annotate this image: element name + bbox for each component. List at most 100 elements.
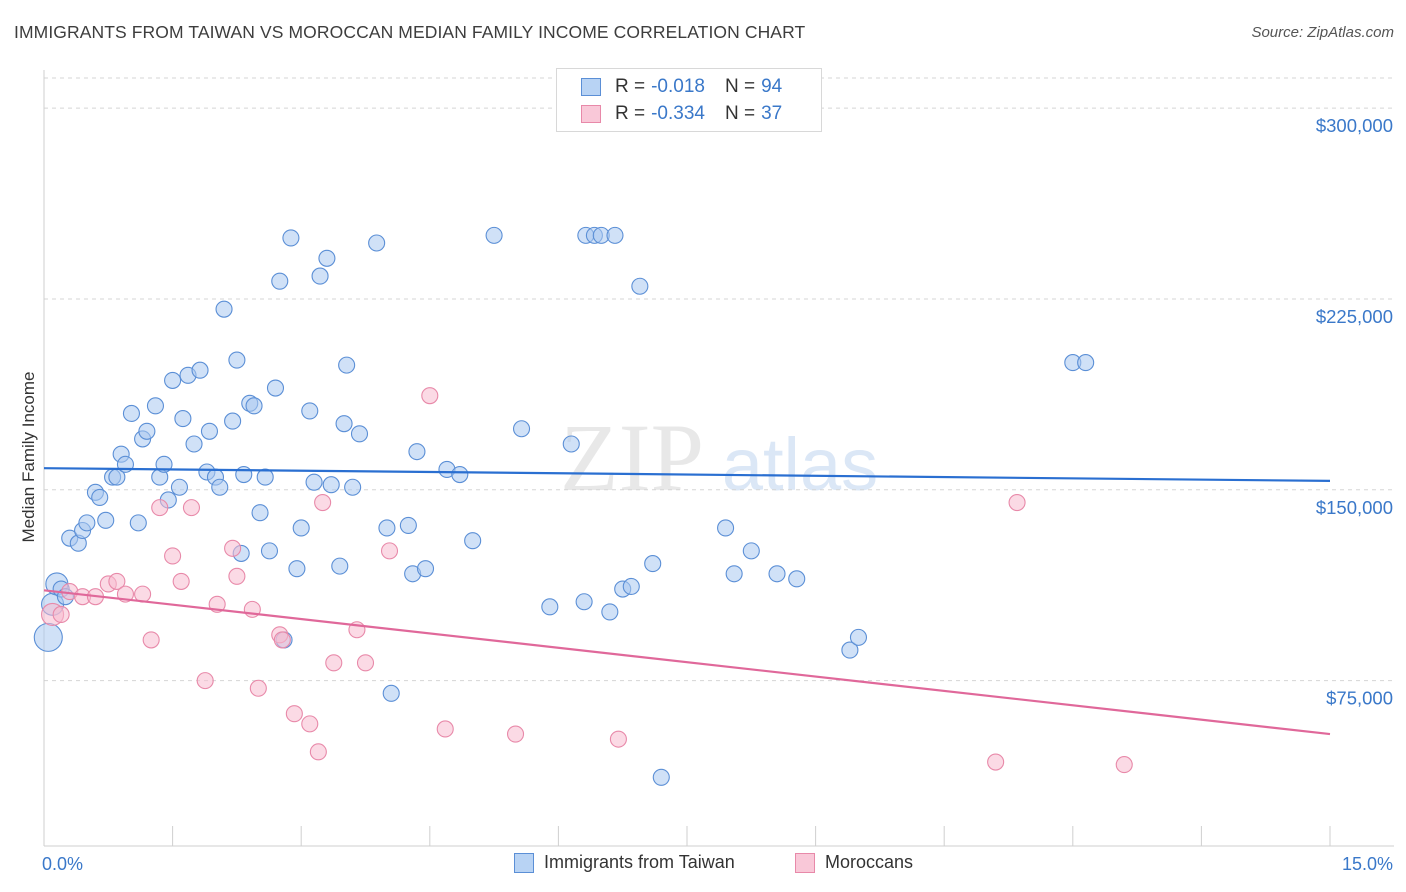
axes: [43, 70, 1394, 847]
taiwan-point: [97, 511, 115, 529]
taiwan-point: [464, 532, 482, 550]
y-tick-labels: $75,000 $150,000 $225,000 $300,000: [1316, 115, 1393, 708]
legend-r-value: -0.018: [651, 76, 705, 97]
taiwan-point: [129, 514, 147, 532]
taiwan-point: [644, 555, 662, 573]
taiwan-point: [305, 473, 323, 491]
moroccan-point: [421, 387, 439, 405]
taiwan-point: [78, 514, 96, 532]
watermark-atlas: atlas: [722, 423, 878, 506]
taiwan-point: [224, 412, 242, 430]
taiwan-point: [652, 768, 670, 786]
moroccan-point: [506, 725, 525, 743]
taiwan-point: [399, 516, 417, 534]
taiwan-point: [408, 443, 426, 461]
taiwan-point: [622, 577, 640, 596]
taiwan-point: [562, 435, 580, 453]
legend-item-label: Immigrants from Taiwan: [544, 852, 735, 872]
moroccan-point: [356, 654, 375, 672]
taiwan-point: [301, 402, 319, 420]
taiwan-point: [606, 226, 624, 244]
taiwan-point: [575, 593, 593, 611]
taiwan-point: [416, 560, 435, 578]
taiwan-point: [451, 465, 469, 484]
taiwan-point: [260, 542, 279, 560]
taiwan-point: [601, 603, 619, 621]
taiwan-point: [185, 435, 203, 453]
legend-r-label: R =: [615, 103, 646, 124]
taiwan-point: [271, 272, 289, 290]
taiwan-point: [256, 468, 274, 486]
moroccan-point: [285, 705, 303, 723]
taiwan-point: [368, 234, 386, 252]
moroccan-point: [142, 631, 160, 649]
taiwan-point: [485, 226, 503, 244]
taiwan-point: [211, 478, 229, 496]
moroccan-point: [609, 730, 627, 748]
y-tick-label: $75,000: [1326, 688, 1393, 709]
taiwan-point: [841, 641, 859, 659]
moroccan-point: [314, 493, 332, 512]
taiwan-point: [122, 404, 140, 423]
taiwan-point: [717, 519, 735, 537]
taiwan-point: [170, 478, 189, 496]
moroccan-point: [196, 672, 214, 690]
taiwan-point: [164, 371, 182, 389]
moroccan-swatch: [581, 105, 601, 123]
legend-n-label: N =: [724, 103, 756, 124]
moroccan-point: [172, 572, 190, 590]
x-tick-label-min: 0.0%: [42, 854, 83, 874]
moroccan-point: [182, 499, 201, 517]
legend-item-label: Moroccans: [825, 852, 914, 872]
correlation-legend: R = -0.018 N = 94 R = -0.334 N = 37: [556, 68, 822, 132]
taiwan-point: [200, 422, 219, 440]
legend-item-moroccans[interactable]: Moroccans: [795, 852, 913, 873]
taiwan-point: [174, 410, 192, 428]
taiwan-point: [849, 628, 868, 646]
moroccan-trend-line: [43, 589, 1331, 736]
taiwan-point: [742, 542, 760, 560]
source-label: Source: ZipAtlas.com: [1251, 24, 1394, 41]
watermark-zip: ZIP: [560, 404, 704, 511]
moroccan-point: [108, 572, 126, 590]
x-tick-label-max: 15.0%: [1342, 854, 1393, 874]
taiwan-point: [33, 622, 63, 652]
taiwan-point: [138, 422, 156, 440]
taiwan-swatch: [581, 78, 601, 96]
taiwan-point: [245, 397, 263, 415]
taiwan-point: [288, 560, 306, 578]
taiwan-point: [266, 379, 285, 397]
gridlines: [44, 77, 1394, 682]
moroccan-point: [380, 542, 399, 560]
moroccan-point: [1008, 493, 1026, 512]
moroccan-point: [273, 631, 291, 649]
taiwan-point: [215, 300, 233, 318]
legend-row-taiwan: R = -0.018 N = 94: [581, 75, 782, 99]
moroccan-point: [1115, 756, 1133, 774]
taiwan-point: [344, 478, 362, 496]
trend-lines: [43, 467, 1331, 736]
moroccan-point: [987, 753, 1005, 771]
taiwan-point: [350, 425, 369, 443]
moroccan-point: [151, 499, 169, 517]
moroccan-point: [309, 743, 327, 761]
legend-n-value: 37: [761, 103, 783, 124]
legend-r-label: R =: [615, 76, 646, 97]
taiwan-point: [788, 570, 806, 588]
moroccan-point: [52, 605, 70, 624]
moroccan-point: [325, 654, 343, 672]
taiwan-point: [228, 351, 246, 369]
taiwan-point: [318, 249, 336, 267]
taiwan-point: [631, 277, 649, 295]
taiwan-point: [146, 397, 165, 415]
taiwan-point: [235, 465, 253, 484]
taiwan-swatch: [514, 852, 534, 873]
taiwan-point: [282, 229, 300, 247]
taiwan-point: [322, 476, 340, 494]
taiwan-point: [378, 519, 396, 537]
legend-item-taiwan[interactable]: Immigrants from Taiwan: [514, 852, 735, 873]
y-tick-label: $150,000: [1316, 497, 1393, 518]
moroccan-point: [301, 715, 319, 733]
moroccan-point: [436, 720, 454, 738]
